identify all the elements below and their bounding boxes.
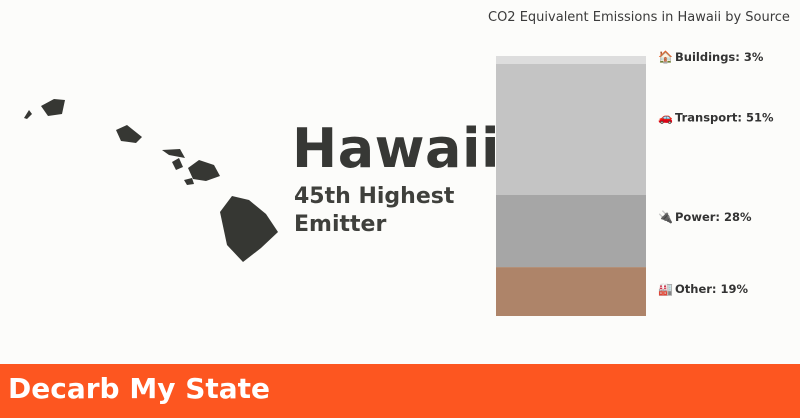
segment-label-other: Other: 19%	[675, 282, 749, 296]
kauai-island	[41, 99, 65, 116]
emissions-stacked-bar-chart: 🏭 Other: 19% 🔌 Power: 28% 🚗 Transport: 51% 🏠 Bu…	[496, 50, 774, 316]
plug-icon: 🔌	[658, 210, 673, 224]
bar-segment-power	[496, 195, 646, 268]
car-icon: 🚗	[658, 111, 673, 125]
molokai-island	[162, 149, 185, 158]
bar-segment-other	[496, 267, 646, 316]
segment-label-power: Power: 28%	[675, 210, 752, 224]
lanai-island	[172, 158, 183, 170]
state-name: Hawaii	[292, 117, 500, 180]
factory-icon: 🏭	[658, 282, 673, 296]
bar-segment-transport	[496, 63, 646, 196]
big-island	[220, 196, 278, 262]
rank-text: 45th Highest	[294, 184, 455, 209]
bar-segment-buildings	[496, 56, 646, 64]
footer-bar: Decarb My State	[0, 364, 800, 418]
hawaii-map	[24, 99, 278, 262]
segment-label-transport: Transport: 51%	[675, 111, 774, 125]
brand-name: Decarb My State	[8, 372, 271, 405]
oahu-island	[116, 125, 142, 143]
maui-island	[188, 160, 220, 181]
chart-title: CO2 Equivalent Emissions in Hawaii by So…	[488, 10, 790, 25]
segment-label-buildings: Buildings: 3%	[675, 50, 764, 64]
rank-suffix-text: Emitter	[294, 212, 387, 237]
house-icon: 🏠	[658, 50, 673, 64]
emitter-rank: 45th Highest Emitter	[294, 183, 484, 239]
kahoolawe-island	[184, 178, 194, 185]
niihau-island	[24, 110, 32, 119]
